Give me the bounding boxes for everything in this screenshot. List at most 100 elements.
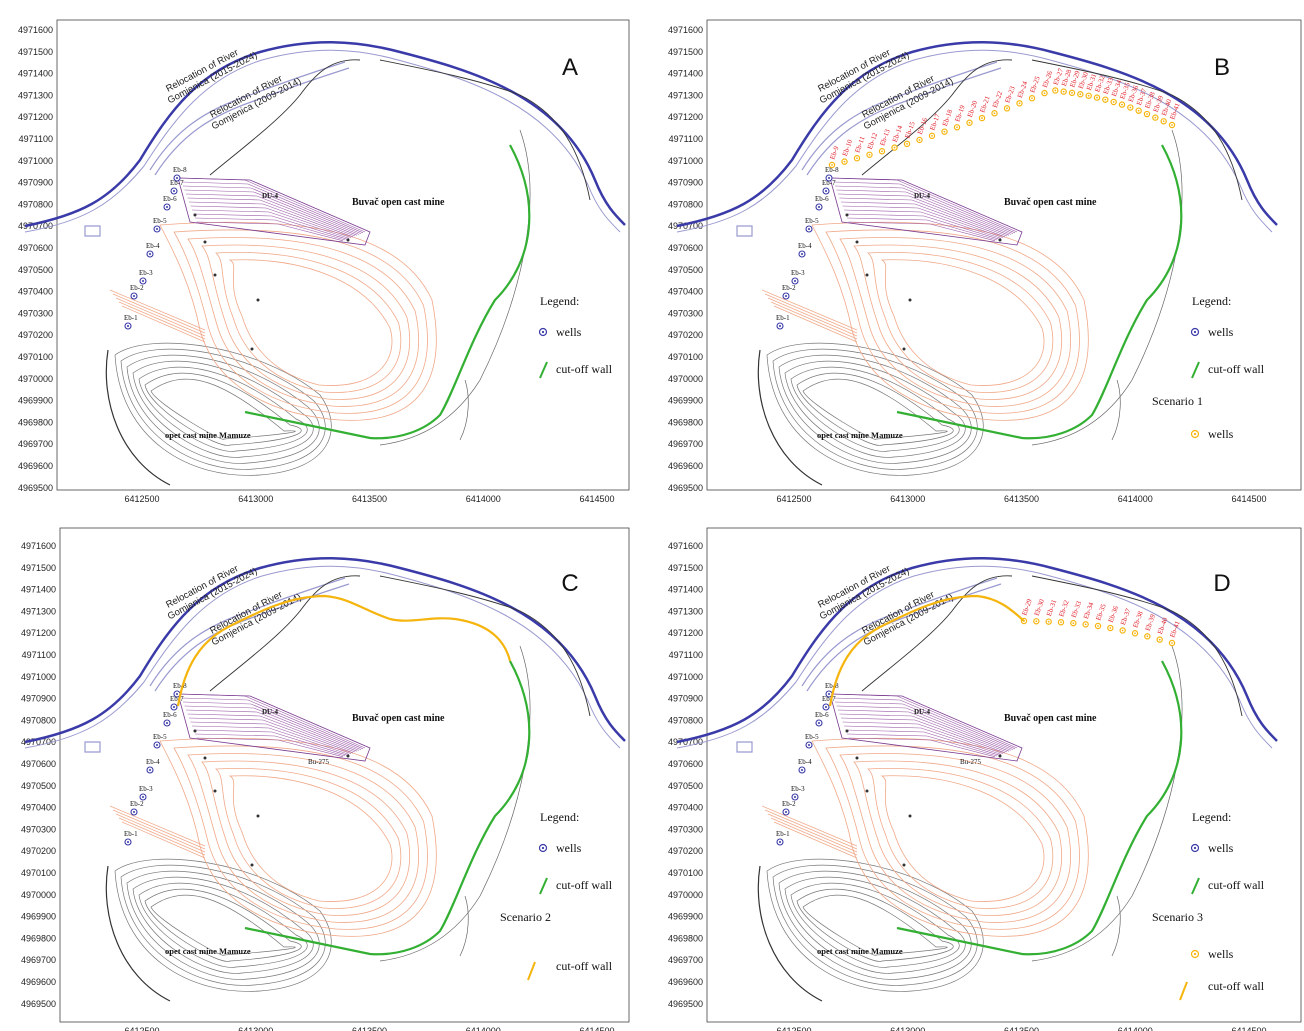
scenario-well-dot [1062, 90, 1065, 93]
scenario-well-label: Eb-10 [841, 138, 855, 157]
well-label: Eb-8 [825, 166, 839, 174]
well-label: Eb-5 [153, 217, 167, 225]
scenario-well-dot [1171, 124, 1173, 126]
legend-scenario-wall-label: cut-off wall [1208, 979, 1265, 993]
borehole-marker [193, 213, 197, 217]
scenario-well-dot [918, 139, 921, 141]
label-mamuze-mine: opet cast mine Mamuze [817, 946, 903, 956]
scenario-well-dot [843, 160, 846, 163]
x-tick-label: 6413000 [238, 1026, 273, 1031]
well-dot [794, 796, 796, 798]
well-dot [166, 206, 168, 208]
cutoff-wall-existing [244, 144, 531, 440]
buvac-pit-contours [159, 737, 437, 937]
bench-line [109, 289, 206, 331]
bench-line [773, 821, 858, 859]
scenario-well-label: Eb-18 [941, 108, 955, 127]
y-tick-label: 4970800 [668, 715, 703, 725]
legend-wells-label: wells [1208, 841, 1234, 855]
map-svg: 4971600 4971500 4971400 4971300 4971200 49711… [668, 527, 1302, 1031]
borehole-marker [203, 240, 207, 244]
legend-cutoff-icon [1191, 877, 1200, 895]
y-tick-label: 4970500 [668, 781, 703, 791]
bench-line [115, 813, 206, 853]
scenario-well-label: Eb-33 [1070, 600, 1084, 619]
borehole-marker [998, 754, 1002, 758]
well-dot [794, 280, 796, 282]
label-mamuze-mine: opet cast mine Mamuze [165, 946, 251, 956]
legend-cutoff-icon [539, 361, 548, 379]
borehole-marker [256, 298, 260, 302]
scenario-well-dot [1104, 98, 1107, 101]
y-tick-label: 4970700 [21, 737, 56, 747]
scenario-well-label: Eb-36 [1107, 604, 1121, 623]
du4-dump [829, 177, 1023, 246]
y-tick-label: 4970200 [18, 330, 53, 340]
y-tick-label: 4970800 [21, 715, 56, 725]
well-dot [828, 693, 830, 695]
well-dot [825, 190, 827, 192]
y-tick-label: 4969700 [668, 439, 703, 449]
scenario-well-label: Eb-34 [1082, 601, 1096, 620]
well-dot [801, 253, 803, 255]
well-label: Eb-5 [805, 733, 819, 741]
y-tick-label: 4971000 [18, 156, 53, 166]
legend-scenario-title: Scenario 3 [1152, 910, 1203, 924]
scenario-well-label: Eb-31 [1045, 598, 1059, 617]
y-tick-label: 4971000 [21, 672, 56, 682]
y-tick-label: 4970900 [668, 178, 703, 188]
y-tick-label: 4970900 [668, 694, 703, 704]
scenario-well-dot [1084, 623, 1087, 626]
y-tick-label: 4969800 [21, 933, 56, 943]
y-tick-label: 4971500 [668, 47, 703, 57]
y-tick-label: 4969900 [668, 912, 703, 922]
well-label: Eb-8 [825, 682, 839, 690]
embankment-roads [861, 59, 1243, 446]
y-tick-label: 4969800 [18, 417, 53, 427]
y-tick-label: 4970900 [21, 694, 56, 704]
well-label: Eb-4 [146, 242, 160, 250]
well-label: Eb-6 [163, 195, 177, 203]
y-tick-label: 4969600 [18, 461, 53, 471]
well-label: Eb-1 [124, 830, 138, 838]
well-label: Eb-2 [130, 284, 144, 292]
label-bu275: Bu-275 [960, 758, 982, 766]
x-tick-label: 6414500 [579, 1026, 614, 1031]
y-tick-label: 4971600 [21, 541, 56, 551]
well-label: Eb-3 [139, 785, 153, 793]
legend-cutoff-icon [1191, 361, 1200, 379]
well-label: Eb-4 [146, 758, 160, 766]
borehole-marker [250, 347, 254, 351]
y-tick-label: 4971000 [668, 672, 703, 682]
bench-line [112, 293, 206, 334]
legend-cutoff-label: cut-off wall [556, 362, 613, 376]
panel-letter: C [561, 570, 578, 597]
y-tick-label: 4969800 [668, 933, 703, 943]
well-label: Eb-2 [130, 800, 144, 808]
scenario-well-label: Eb-22 [991, 90, 1005, 109]
x-tick-label: 6412500 [776, 1026, 811, 1031]
y-tick-label: 4970100 [668, 868, 703, 878]
scenario-well-dot [931, 134, 933, 137]
bench-line [761, 805, 858, 847]
river-gomjenica-2015-2024 [676, 41, 1278, 233]
bench-line [121, 305, 206, 343]
scenario-well-dot [831, 164, 833, 166]
borehole-marker [346, 238, 350, 242]
y-tick-label: 4970400 [18, 287, 53, 297]
scenario-well-label: Eb-15 [903, 120, 917, 139]
scenario-well-dot [1129, 106, 1132, 109]
bench-line [764, 293, 858, 334]
y-tick-label: 4970400 [21, 803, 56, 813]
y-tick-label: 4970000 [668, 890, 703, 900]
legend-cutoff-label: cut-off wall [556, 878, 613, 892]
panel-letter: D [1213, 570, 1230, 597]
scenario-well-label: Eb-21 [978, 94, 992, 113]
y-tick-label: 4970300 [18, 308, 53, 318]
well-label: Eb-3 [139, 269, 153, 277]
well-dot [127, 841, 129, 843]
well-dot [818, 722, 820, 724]
river-gomjenica-2009-2014 [84, 61, 350, 237]
borehole-marker [908, 298, 912, 302]
scenario-well-dot [1154, 116, 1157, 119]
